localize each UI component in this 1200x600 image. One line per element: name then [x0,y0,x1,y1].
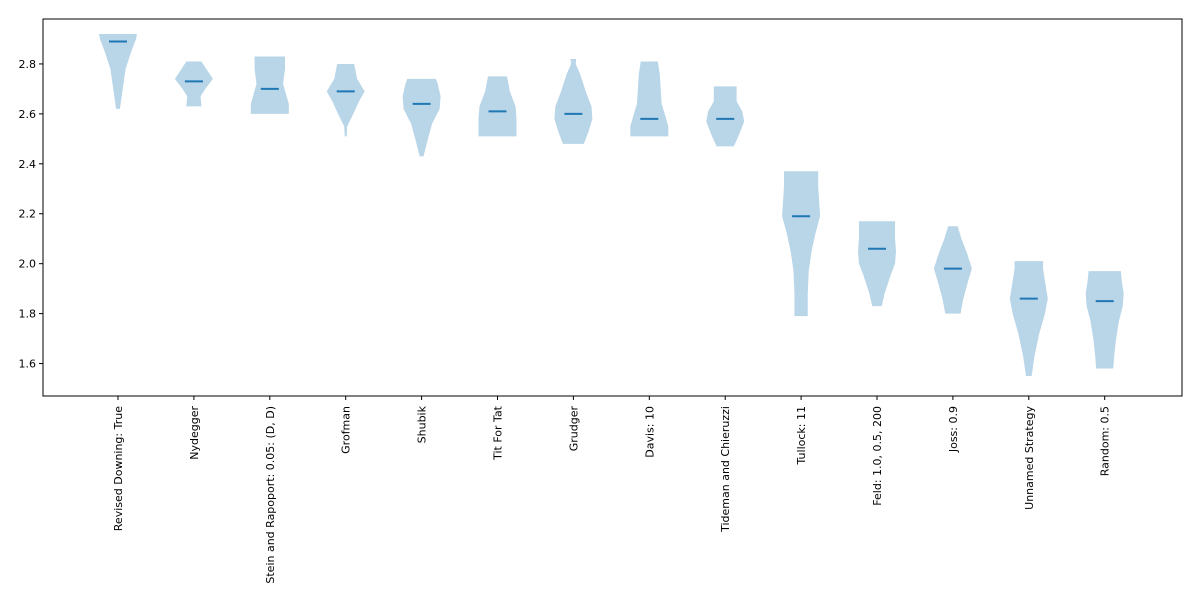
medians-group [109,40,1114,303]
violin-body [250,56,289,114]
x-tick-label: Shubik [416,405,429,443]
violin-body [782,171,821,317]
plot-frame [42,18,1183,397]
violin-body [554,58,593,144]
y-tick-label: 2.6 [19,108,37,121]
violin-body [858,221,896,307]
violin-body [630,61,669,137]
x-tick-label: Nydegger [188,406,201,460]
y-axis: 1.6 1.8 2.0 2.2 2.4 2.6 2.8 [19,58,43,371]
y-tick-label: 2.0 [19,258,37,271]
y-tick-label: 1.6 [19,358,37,371]
x-tick-label: Random: 0.5 [1099,406,1112,476]
x-axis: Revised Downing: True Nydegger Stein and R… [112,396,1112,584]
violin-body [478,76,517,137]
x-tick-label: Tit For Tat [492,405,505,461]
violin-body [402,78,441,157]
y-tick-label: 1.8 [19,308,37,321]
violin-body [706,86,745,147]
x-tick-label: Stein and Rapoport: 0.05: (D, D) [264,406,277,584]
violin-body [1085,271,1124,369]
x-tick-label: Davis: 10 [643,406,656,458]
x-tick-label: Grofman [340,406,353,454]
x-tick-label: Grudger [567,406,580,452]
x-tick-label: Tideman and Chieruzzi [719,406,732,533]
x-tick-label: Joss: 0.9 [947,406,960,453]
violins-group [99,33,1124,377]
y-tick-label: 2.4 [19,158,37,171]
x-tick-label: Tullock: 11 [795,406,808,465]
x-tick-label: Unnamed Strategy [1023,406,1036,510]
x-tick-label: Feld: 1.0, 0.5, 200 [871,406,884,506]
violin-body [174,61,213,107]
violin-body [933,226,972,314]
y-tick-label: 2.8 [19,58,37,71]
violin-body [1009,261,1048,377]
x-tick-label: Revised Downing: True [112,406,125,531]
violin-body [326,63,365,137]
y-tick-label: 2.2 [19,208,37,221]
violin-body [99,33,137,109]
